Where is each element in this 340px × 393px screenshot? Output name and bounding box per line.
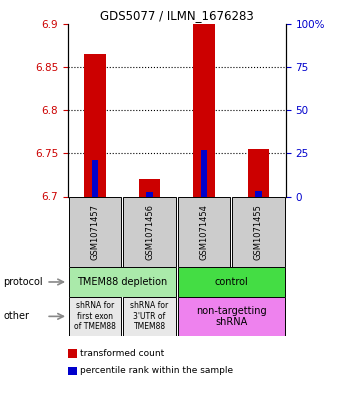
Bar bbox=[178, 267, 285, 297]
Bar bbox=[123, 297, 176, 336]
Bar bbox=[255, 191, 262, 196]
Bar bbox=[69, 196, 121, 267]
Bar bbox=[232, 196, 285, 267]
Text: shRNA for
3'UTR of
TMEM88: shRNA for 3'UTR of TMEM88 bbox=[131, 301, 169, 331]
Bar bbox=[178, 196, 230, 267]
Bar bbox=[69, 297, 121, 336]
Text: non-targetting
shRNA: non-targetting shRNA bbox=[196, 306, 267, 327]
Text: protocol: protocol bbox=[3, 277, 43, 287]
Text: GSM1071456: GSM1071456 bbox=[145, 204, 154, 260]
Bar bbox=[84, 54, 106, 196]
Text: control: control bbox=[214, 277, 248, 287]
Text: other: other bbox=[3, 311, 29, 321]
Text: shRNA for
first exon
of TMEM88: shRNA for first exon of TMEM88 bbox=[74, 301, 116, 331]
Text: TMEM88 depletion: TMEM88 depletion bbox=[77, 277, 168, 287]
Bar bbox=[193, 24, 215, 196]
Text: GSM1071455: GSM1071455 bbox=[254, 204, 263, 260]
Text: percentile rank within the sample: percentile rank within the sample bbox=[80, 367, 233, 375]
Title: GDS5077 / ILMN_1676283: GDS5077 / ILMN_1676283 bbox=[100, 9, 254, 22]
Bar bbox=[92, 160, 99, 196]
Bar bbox=[201, 150, 207, 196]
Text: transformed count: transformed count bbox=[80, 349, 164, 358]
Bar bbox=[146, 192, 153, 196]
Bar bbox=[123, 196, 176, 267]
Bar bbox=[248, 149, 269, 196]
Bar bbox=[178, 297, 285, 336]
Bar bbox=[139, 179, 160, 196]
Text: GSM1071457: GSM1071457 bbox=[91, 204, 100, 260]
Bar bbox=[69, 267, 176, 297]
Text: GSM1071454: GSM1071454 bbox=[200, 204, 208, 260]
